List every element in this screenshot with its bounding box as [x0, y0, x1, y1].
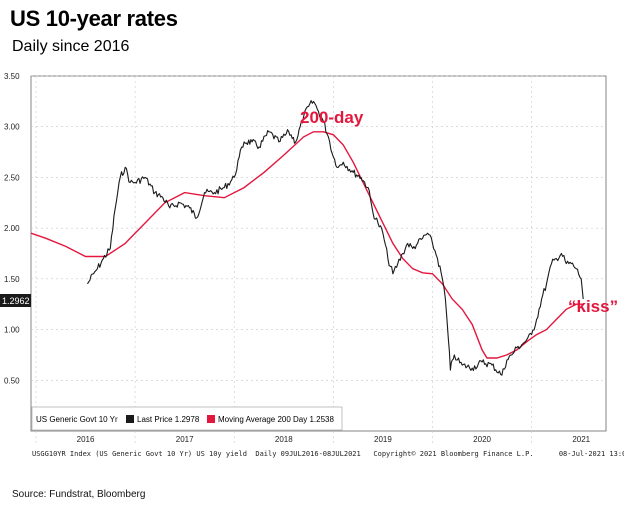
- y-tick-label: 3.50: [4, 72, 20, 81]
- moving-average-line: [30, 131, 584, 359]
- plot-frame: [30, 75, 607, 432]
- legend-series-label: US Generic Govt 10 Yr: [36, 415, 118, 424]
- last-price-tag: 1.2962: [0, 294, 31, 307]
- y-tick-label: 3.00: [4, 123, 20, 132]
- legend: US Generic Govt 10 Yr Last Price 1.2978 …: [31, 406, 343, 431]
- annotation-200-day: 200-day: [300, 108, 364, 127]
- legend-ma-swatch: [207, 415, 215, 423]
- x-tick-label: 2016: [77, 435, 95, 444]
- legend-last-price: Last Price 1.2978: [137, 415, 200, 424]
- x-ticks: 2016 2017 2018 2019 2020 2021: [77, 435, 591, 444]
- chart-subtitle: Daily since 2016: [12, 38, 130, 55]
- x-tick-label: 2017: [176, 435, 194, 444]
- footer-line: USGG10YR Index (US Generic Govt 10 Yr) U…: [32, 450, 624, 458]
- y-tick-label: 1.00: [4, 326, 20, 335]
- last-price-tag-bg: [0, 294, 31, 307]
- footer-timestamp: 08-Jul-2021 13:00:27: [558, 450, 624, 458]
- x-tick-label: 2020: [473, 435, 491, 444]
- footer-copyright: Copyright© 2021 Bloomberg Finance L.P.: [373, 450, 534, 458]
- last-price-tag-value: 1.2962: [2, 296, 30, 306]
- legend-box: [31, 406, 343, 431]
- source-note: Source: Fundstrat, Bloomberg: [12, 489, 146, 500]
- y-tick-label: 0.50: [4, 376, 20, 385]
- chart-title: US 10-year rates: [10, 6, 178, 31]
- y-tick-label: 2.00: [4, 224, 20, 233]
- y-tick-label: 1.50: [4, 275, 20, 284]
- legend-moving-average: Moving Average 200 Day 1.2538: [218, 415, 334, 424]
- footer-index: USGG10YR Index (US Generic Govt 10 Yr) U…: [32, 450, 361, 458]
- x-tick-label: 2021: [572, 435, 590, 444]
- y-tick-label: 2.50: [4, 173, 20, 182]
- x-tick-label: 2018: [275, 435, 293, 444]
- x-tick-label: 2019: [374, 435, 392, 444]
- price-line: [87, 100, 584, 376]
- annotation-kiss: “kiss”: [568, 297, 618, 316]
- legend-price-swatch: [126, 415, 134, 423]
- grid-layer: [31, 75, 606, 445]
- y-ticks: 0.50 1.00 1.50 2.00 2.50 3.00 3.50: [4, 72, 20, 385]
